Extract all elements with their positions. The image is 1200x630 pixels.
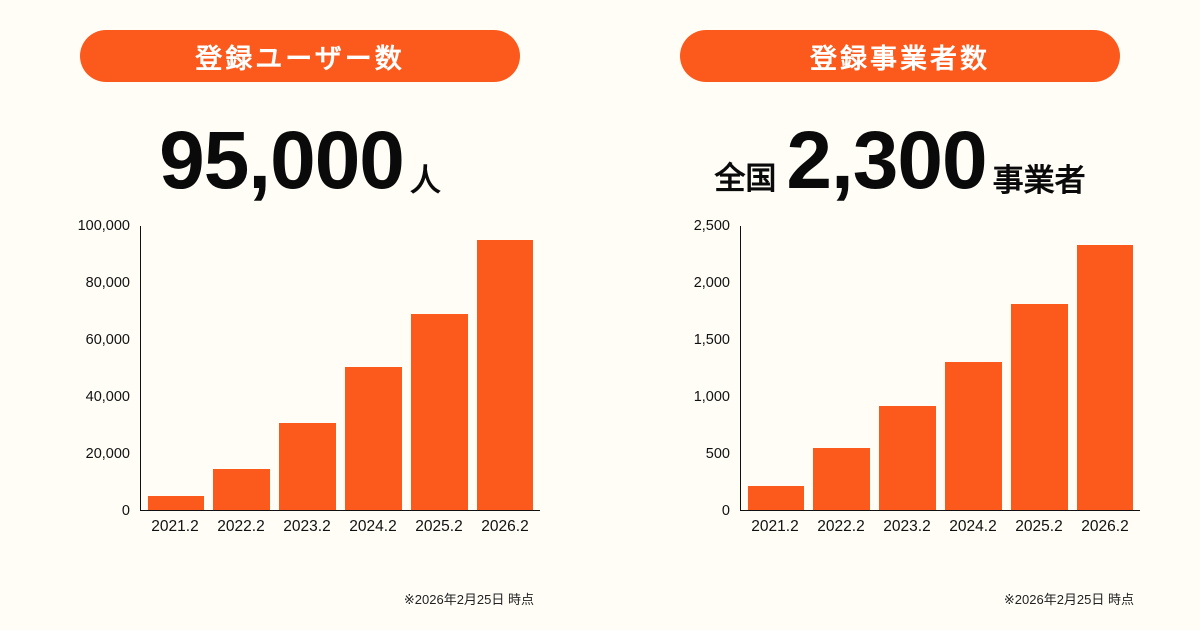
headline-businesses: 全国 2,300 事業者 [600,106,1200,202]
x-axis-labels: 2021.2 2022.2 2023.2 2024.2 2025.2 2026.2 [740,511,1140,536]
bar-slot [1006,226,1072,510]
x-tick-label: 2024.2 [349,518,397,535]
panel-registered-users: 登録ユーザー数 95,000 人 0 20,000 40,000 60,000 80,0… [0,30,600,607]
x-tick-label: 2026.2 [481,518,529,535]
section-title: 登録事業者数 [810,43,990,74]
headline-suffix: 人 [409,163,441,198]
x-tick-label: 2021.2 [151,518,199,535]
bar-slot [743,226,809,510]
headline-prefix: 全国 [714,161,777,196]
bar-slot [406,226,472,510]
y-tick-label: 0 [121,503,130,519]
headline-value: 95,000 [159,115,405,206]
x-tick-label: 2023.2 [283,518,331,535]
y-tick-label: 80,000 [85,275,130,291]
bar-slot [472,226,538,510]
bar-slot [875,226,941,510]
bar-2025.2 [410,314,468,510]
section-title-badge-users: 登録ユーザー数 [80,30,520,82]
bar-2021.2 [147,496,205,510]
x-tick-label: 2024.2 [949,518,997,535]
headline-value: 2,300 [786,115,987,206]
y-tick-label: 20,000 [85,446,130,462]
bar-2025.2 [1010,304,1068,510]
x-tick-label: 2021.2 [751,518,799,535]
section-title: 登録ユーザー数 [195,43,405,74]
x-tick-label: 2022.2 [217,518,265,535]
bar-slot [143,226,209,510]
bar-2024.2 [945,362,1002,510]
bar-2022.2 [213,468,271,510]
bar-slot [275,226,341,510]
bar-chart-businesses: 0 500 1,000 1,500 2,000 2,500 2021.2 2022.2 202… [660,218,1140,536]
x-tick-label: 2026.2 [1081,518,1129,535]
y-tick-label: 500 [705,446,730,462]
x-tick-label: 2025.2 [415,518,463,535]
x-axis-labels: 2021.2 2022.2 2023.2 2024.2 2025.2 2026.2 [140,511,540,536]
bar-2024.2 [345,366,402,510]
chart-row: 0 500 1,000 1,500 2,000 2,500 [660,218,1140,519]
x-tick-label: 2023.2 [883,518,931,535]
bar-2023.2 [879,405,936,510]
plot-area [740,226,1140,511]
bar-2023.2 [279,423,336,510]
y-tick-label: 60,000 [85,332,130,348]
bar-slot [1072,226,1138,510]
y-axis: 0 500 1,000 1,500 2,000 2,500 [660,218,740,519]
bar-slot [809,226,875,510]
footnote: ※2026年2月25日 時点 [1003,592,1134,607]
bar-slot [940,226,1006,510]
y-tick-label: 1,500 [693,332,730,348]
bar-slot [340,226,406,510]
bar-2026.2 [476,240,534,510]
x-tick-label: 2022.2 [817,518,865,535]
bar-2026.2 [1076,245,1134,510]
chart-row: 0 20,000 40,000 60,000 80,000 100,000 [60,218,540,519]
section-title-badge-businesses: 登録事業者数 [680,30,1120,82]
plot-area [140,226,540,511]
panel-registered-businesses: 登録事業者数 全国 2,300 事業者 0 500 1,000 1,500 2,000 2… [600,0,1200,630]
y-tick-label: 2,000 [693,275,730,291]
y-tick-label: 0 [721,503,730,519]
headline-suffix: 事業者 [992,163,1086,198]
footnote: ※2026年2月25日 時点 [403,592,534,607]
y-tick-label: 1,000 [693,389,730,405]
y-tick-label: 2,500 [693,218,730,234]
bar-2021.2 [747,486,805,510]
bar-slot [209,226,275,510]
y-tick-label: 40,000 [85,389,130,405]
y-tick-label: 100,000 [77,218,130,234]
x-tick-label: 2025.2 [1015,518,1063,535]
headline-users: 95,000 人 [0,106,600,202]
bar-2022.2 [813,448,871,510]
bar-chart-users: 0 20,000 40,000 60,000 80,000 100,000 2021.2 2… [60,218,540,536]
y-axis: 0 20,000 40,000 60,000 80,000 100,000 [60,218,140,519]
